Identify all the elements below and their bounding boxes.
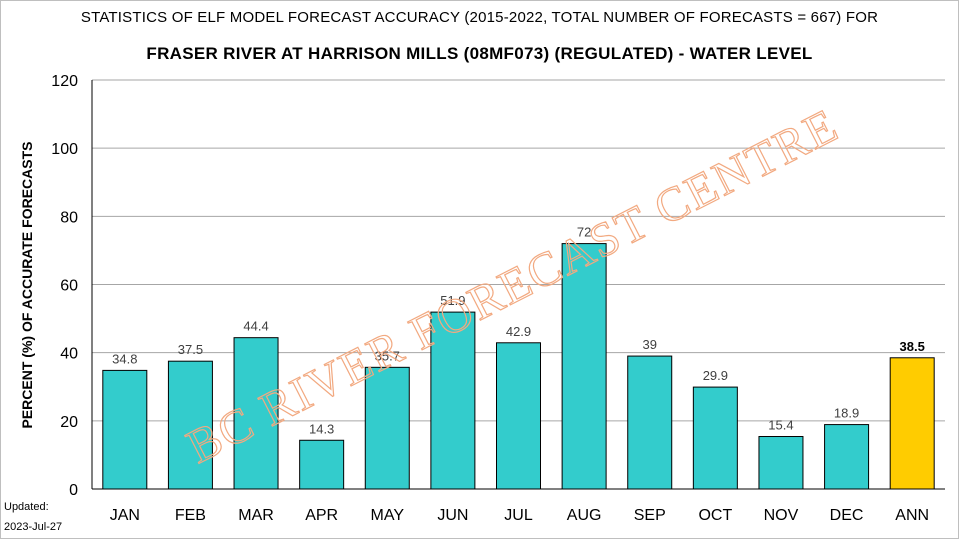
y-tick-label: 20	[60, 414, 78, 431]
data-label: 15.4	[768, 418, 793, 433]
x-tick-label: DEC	[830, 507, 864, 524]
y-tick-label: 0	[69, 482, 78, 499]
x-tick-label: NOV	[764, 507, 799, 524]
chart-title: STATISTICS OF ELF MODEL FORECAST ACCURAC…	[80, 9, 879, 26]
updated-date: 2023-Jul-27	[4, 521, 63, 533]
data-label: 29.9	[703, 368, 728, 383]
data-label: 39	[642, 337, 656, 352]
chart-subtitle: FRASER RIVER AT HARRISON MILLS (08MF073)…	[146, 44, 813, 63]
y-tick-label: 80	[60, 209, 78, 226]
x-tick-label: MAY	[371, 507, 405, 524]
bar-jul	[496, 342, 541, 490]
data-label: 42.9	[506, 324, 531, 339]
x-tick-label: ANN	[895, 507, 929, 524]
data-label: 51.9	[440, 293, 465, 308]
bar-dec	[824, 424, 870, 490]
x-tick-label: JAN	[110, 507, 140, 524]
x-tick-labels: JAN FEB MAR APR MAY JUN JUL AUG SEP OCT NOV DEC ANN	[110, 507, 929, 524]
x-tick-label: FEB	[175, 507, 206, 524]
bar-oct	[692, 386, 738, 490]
x-tick-label: SEP	[634, 507, 666, 524]
x-tick-label: MAR	[238, 507, 274, 524]
data-label: 72	[577, 225, 591, 240]
y-tick-labels: 0 20 40 60 80 100 120	[51, 73, 78, 499]
data-labels: 34.8 37.5 44.4 14.3 35.7 51.9 42.9 72 39 29.9 15.4…	[112, 225, 925, 437]
y-tick-label: 100	[51, 141, 78, 158]
x-tick-label: JUN	[437, 507, 468, 524]
bar-nov	[758, 436, 804, 490]
x-tick-label: JUL	[504, 507, 533, 524]
x-tick-label: APR	[305, 507, 338, 524]
y-tick-label: 60	[60, 278, 78, 295]
bar-mar	[233, 337, 279, 490]
x-tick-label: AUG	[567, 507, 602, 524]
bar-sep	[627, 355, 673, 490]
x-tick-label: OCT	[698, 507, 732, 524]
bar-feb	[167, 360, 213, 490]
data-label: 37.5	[178, 342, 203, 357]
bar-ann	[889, 357, 935, 490]
bars	[102, 243, 935, 490]
bar-jun	[430, 311, 476, 490]
data-label: 18.9	[834, 406, 859, 421]
bar-jan	[102, 369, 148, 490]
updated-label: Updated:	[4, 501, 49, 513]
data-label: 14.3	[309, 421, 334, 436]
bar-may	[364, 366, 410, 490]
data-label: 38.5	[900, 339, 925, 354]
data-label: 34.8	[112, 351, 137, 366]
y-tick-label: 120	[51, 73, 78, 90]
bar-aug	[561, 243, 607, 490]
y-tick-label: 40	[60, 346, 78, 363]
data-label: 44.4	[243, 319, 268, 334]
bar-apr	[299, 439, 345, 490]
data-label: 35.7	[375, 348, 400, 363]
